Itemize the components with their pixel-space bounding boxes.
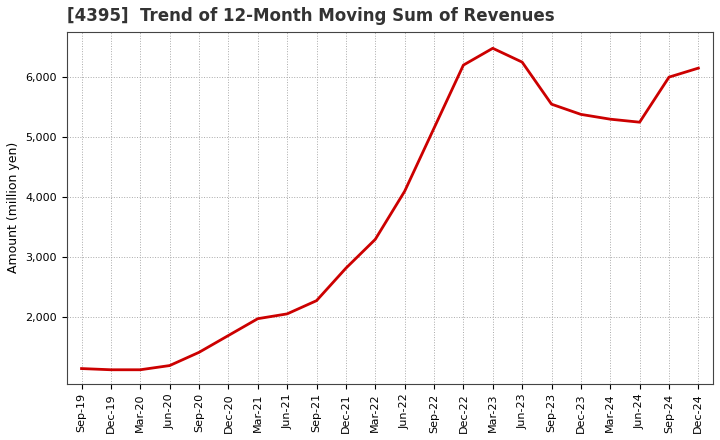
Y-axis label: Amount (million yen): Amount (million yen) [7,142,20,273]
Text: [4395]  Trend of 12-Month Moving Sum of Revenues: [4395] Trend of 12-Month Moving Sum of R… [67,7,554,25]
